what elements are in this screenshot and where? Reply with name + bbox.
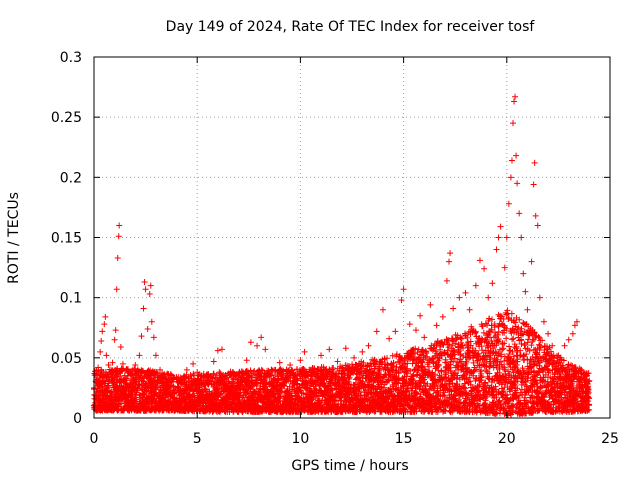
data-point bbox=[216, 369, 223, 376]
data-point bbox=[489, 316, 496, 323]
data-point bbox=[187, 372, 194, 379]
data-point bbox=[121, 389, 128, 396]
data-point bbox=[134, 387, 141, 394]
data-point bbox=[91, 368, 98, 375]
data-point bbox=[500, 345, 507, 352]
data-point bbox=[206, 388, 213, 395]
data-point bbox=[487, 363, 494, 370]
data-point bbox=[167, 382, 174, 389]
data-point bbox=[495, 328, 502, 335]
data-point bbox=[210, 370, 217, 377]
data-points bbox=[91, 93, 593, 419]
data-point bbox=[105, 382, 112, 389]
data-point bbox=[153, 369, 160, 376]
data-point bbox=[106, 366, 113, 373]
data-point bbox=[496, 397, 503, 404]
chart-title: Day 149 of 2024, Rate Of TEC Index for r… bbox=[166, 19, 536, 35]
data-point bbox=[330, 364, 337, 371]
